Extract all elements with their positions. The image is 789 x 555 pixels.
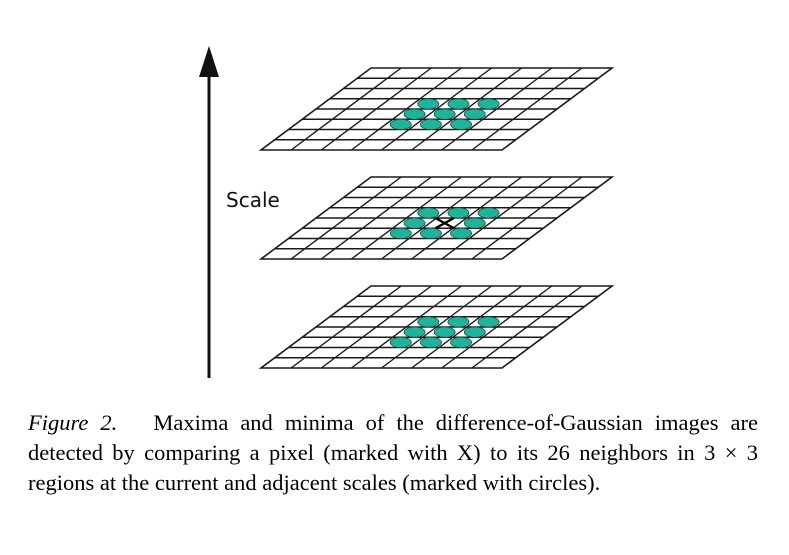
grid-column-line xyxy=(441,176,553,260)
neighbor-circle xyxy=(389,227,412,239)
neighbor-circle xyxy=(420,227,442,239)
neighbor-circle xyxy=(477,316,500,328)
grid-column-line xyxy=(441,285,553,369)
grid-column-line xyxy=(471,67,583,151)
grid-column-line xyxy=(411,176,523,260)
neighbor-circle xyxy=(463,108,486,120)
neighbor-circle xyxy=(389,336,412,348)
figure-caption: Figure 2. Maxima and minima of the diffe… xyxy=(28,408,758,498)
grid-column-line xyxy=(411,67,523,151)
scale-space-diagram: Scale xyxy=(199,46,615,378)
neighbor-circle xyxy=(433,326,456,338)
neighbor-circle xyxy=(463,326,486,338)
scale-axis: Scale xyxy=(199,46,288,378)
neighbor-circle xyxy=(447,207,470,219)
scale-axis-arrowhead xyxy=(199,46,219,77)
neighbor-circle xyxy=(420,118,442,130)
scale-layer-3 xyxy=(258,285,615,369)
scale-label-background xyxy=(222,183,288,213)
neighbor-circle xyxy=(389,118,412,130)
neighbor-circle xyxy=(463,217,486,229)
grid-column-line xyxy=(471,285,583,369)
neighbor-circle xyxy=(403,326,426,338)
neighbor-circle xyxy=(420,336,442,348)
diagram-canvas: Scale xyxy=(199,46,615,378)
neighbor-circle xyxy=(477,98,500,110)
neighbor-circle xyxy=(433,108,456,120)
neighbor-circle xyxy=(417,316,440,328)
neighbor-circle xyxy=(403,217,426,229)
scale-axis-label: Scale xyxy=(226,188,280,212)
grid-column-line xyxy=(441,67,553,151)
neighbor-circle xyxy=(417,98,440,110)
neighbor-circle xyxy=(450,118,472,130)
sample-pixel-x-mark xyxy=(435,217,455,230)
neighbor-circle xyxy=(417,207,440,219)
scale-layer-1 xyxy=(258,67,615,151)
neighbor-circle xyxy=(450,227,472,239)
neighbor-circle xyxy=(477,207,500,219)
neighbor-circle xyxy=(447,98,470,110)
scale-layer-2 xyxy=(258,176,615,260)
neighbor-circle xyxy=(403,108,426,120)
figure-caption-label: Figure 2. xyxy=(28,410,118,435)
figure-caption-text: Maxima and minima of the difference-of-G… xyxy=(28,410,759,495)
neighbor-circle xyxy=(447,316,470,328)
grid-column-line xyxy=(471,176,583,260)
grid-column-line xyxy=(411,285,523,369)
scale-layers xyxy=(258,67,615,369)
neighbor-circle xyxy=(450,336,472,348)
